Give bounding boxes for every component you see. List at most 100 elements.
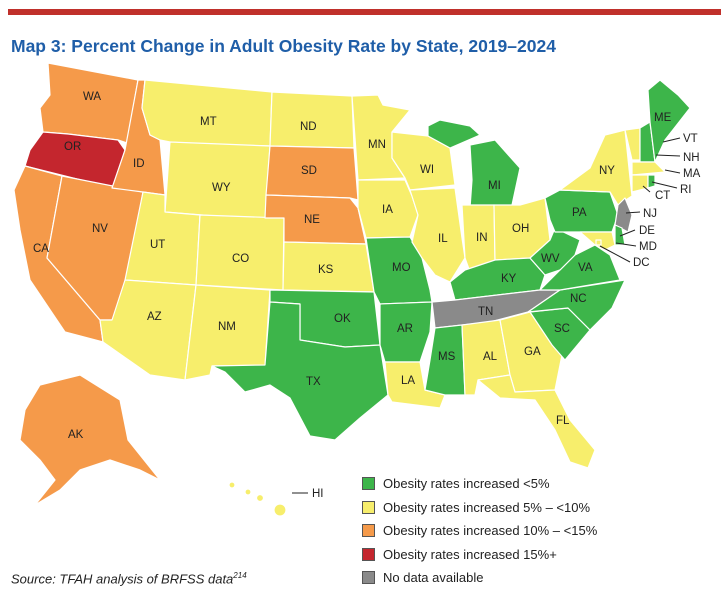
state-hi[interactable] <box>255 493 265 503</box>
label-fl: FL <box>556 415 570 427</box>
state-mt[interactable] <box>141 79 273 147</box>
state-wy[interactable] <box>164 141 271 221</box>
legend-label: Obesity rates increased 10% – <15% <box>383 523 598 539</box>
label-ri: RI <box>680 184 692 196</box>
state-me[interactable] <box>647 79 691 163</box>
label-mn: MN <box>368 139 386 151</box>
state-dc[interactable] <box>595 239 602 246</box>
state-ri[interactable] <box>647 174 656 189</box>
label-ms: MS <box>438 351 456 363</box>
label-nj: NJ <box>643 208 657 220</box>
map-title: Map 3: Percent Change in Adult Obesity R… <box>11 36 556 56</box>
label-vt: VT <box>683 133 698 145</box>
legend-label: Obesity rates increased 5% – <10% <box>383 499 591 515</box>
label-hi: HI <box>312 488 324 500</box>
label-az: AZ <box>147 311 162 323</box>
label-ca: CA <box>33 243 49 255</box>
label-id: ID <box>133 158 145 170</box>
state-mi[interactable] <box>427 119 481 149</box>
label-pa: PA <box>572 207 587 219</box>
label-ne: NE <box>304 214 320 226</box>
state-hi[interactable] <box>273 503 287 517</box>
top-accent-bar <box>8 9 721 15</box>
label-mo: MO <box>392 262 411 274</box>
state-la[interactable] <box>384 361 446 409</box>
legend-item: Obesity rates increased 10% – <15% <box>362 519 597 543</box>
label-nm: NM <box>218 321 236 333</box>
state-ak[interactable] <box>19 374 161 506</box>
label-me: ME <box>654 112 672 124</box>
legend-label: Obesity rates increased 15%+ <box>383 546 557 562</box>
state-labels: WA OR CA NV ID MT WY UT AZ CO NM ND SD N… <box>33 91 701 500</box>
state-nd[interactable] <box>269 91 355 149</box>
legend-item: Obesity rates increased 5% – <10% <box>362 496 597 520</box>
state-mi-lower[interactable] <box>469 139 521 209</box>
legend: Obesity rates increased <5% Obesity rate… <box>362 472 597 590</box>
label-de: DE <box>639 225 655 237</box>
label-oh: OH <box>512 223 529 235</box>
state-il[interactable] <box>409 187 466 283</box>
label-mi: MI <box>488 180 501 192</box>
label-nc: NC <box>570 293 587 305</box>
label-co: CO <box>232 253 249 265</box>
state-ny[interactable] <box>559 129 633 206</box>
label-ok: OK <box>334 313 351 325</box>
state-hi[interactable] <box>228 481 236 489</box>
state-tx[interactable] <box>211 301 389 441</box>
label-mt: MT <box>200 116 217 128</box>
label-or: OR <box>64 141 81 153</box>
leader-lines <box>292 137 681 494</box>
label-tn: TN <box>478 306 493 318</box>
legend-swatch <box>362 477 375 491</box>
state-ia[interactable] <box>357 179 419 239</box>
legend-swatch <box>362 571 375 585</box>
label-sc: SC <box>554 323 570 335</box>
source-footnote: 214 <box>233 571 247 580</box>
label-il: IL <box>438 233 448 245</box>
label-ma: MA <box>683 168 701 180</box>
state-de[interactable] <box>614 224 626 246</box>
label-va: VA <box>578 262 593 274</box>
state-ma[interactable] <box>631 161 666 176</box>
label-ia: IA <box>382 204 393 216</box>
label-nd: ND <box>300 121 317 133</box>
legend-item: Obesity rates increased <5% <box>362 472 597 496</box>
label-tx: TX <box>306 376 321 388</box>
label-ut: UT <box>150 239 165 251</box>
legend-swatch <box>362 547 375 561</box>
label-ct: CT <box>655 190 670 202</box>
label-ar: AR <box>397 323 413 335</box>
label-wv: WV <box>541 253 560 265</box>
label-ky: KY <box>501 273 517 285</box>
label-md: MD <box>639 241 657 253</box>
label-wa: WA <box>83 91 101 103</box>
legend-label: No data available <box>383 570 484 586</box>
label-al: AL <box>483 351 498 363</box>
label-nh: NH <box>683 152 700 164</box>
label-wi: WI <box>420 164 434 176</box>
label-ak: AK <box>68 429 84 441</box>
label-in: IN <box>476 232 488 244</box>
label-ga: GA <box>524 346 541 358</box>
source-note: Source: TFAH analysis of BRFSS data214 <box>11 571 247 586</box>
label-wy: WY <box>212 182 231 194</box>
state-ct[interactable] <box>631 174 649 193</box>
legend-item: Obesity rates increased 15%+ <box>362 543 597 567</box>
state-sd[interactable] <box>265 145 359 201</box>
legend-item: No data available <box>362 566 597 590</box>
legend-label: Obesity rates increased <5% <box>383 476 550 492</box>
state-hi-group <box>228 481 287 517</box>
label-dc: DC <box>633 257 650 269</box>
state-hi[interactable] <box>244 488 252 496</box>
label-la: LA <box>401 375 415 387</box>
state-nj[interactable] <box>614 197 633 233</box>
label-nv: NV <box>92 223 108 235</box>
legend-swatch <box>362 500 375 514</box>
state-wv[interactable] <box>529 227 581 276</box>
source-text: Source: TFAH analysis of BRFSS data <box>11 571 234 587</box>
state-fl[interactable] <box>477 374 596 469</box>
state-wa[interactable] <box>39 62 139 144</box>
label-sd: SD <box>301 165 317 177</box>
legend-swatch <box>362 524 375 538</box>
